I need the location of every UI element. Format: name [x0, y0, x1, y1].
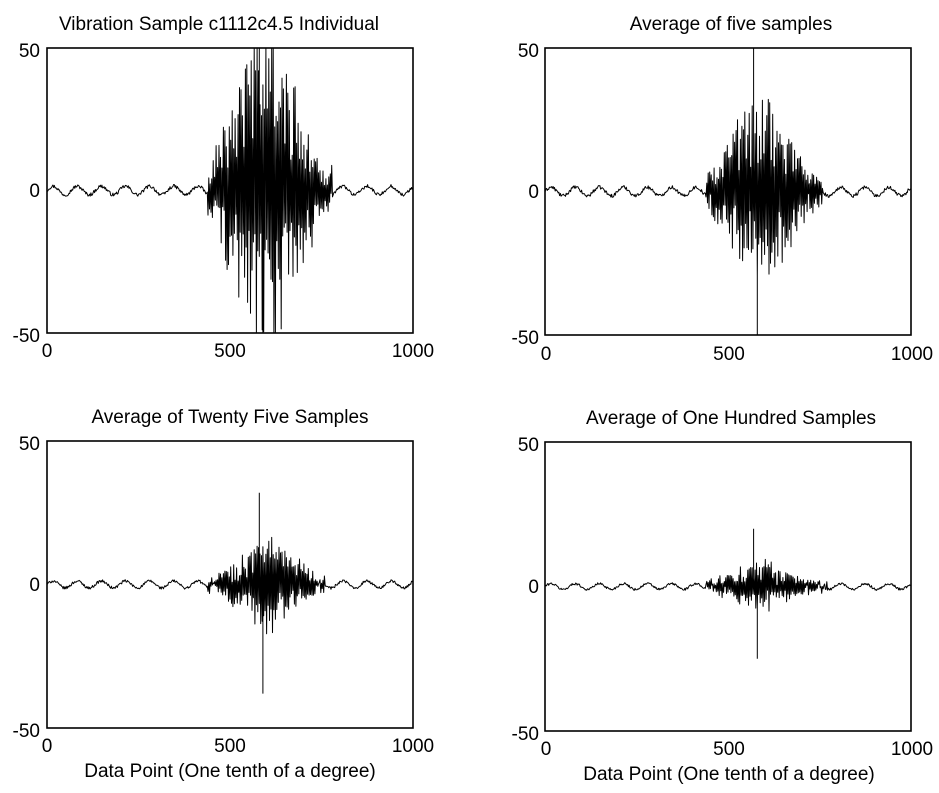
- y-tick-label: 0: [29, 575, 40, 596]
- panel-title: Average of One Hundred Samples: [586, 408, 876, 429]
- x-tick-label: 1000: [392, 341, 434, 362]
- signal-trace: [544, 528, 912, 659]
- x-axis-label: Data Point (One tenth of a degree): [583, 764, 875, 785]
- y-tick-label: -50: [512, 724, 539, 745]
- panel-title: Average of Twenty Five Samples: [91, 407, 368, 428]
- plot-frame: [46, 47, 414, 334]
- x-tick-label: 0: [42, 736, 53, 757]
- x-tick-label: 500: [214, 341, 246, 362]
- x-tick-label: 1000: [891, 344, 933, 365]
- y-tick-label: 50: [518, 41, 539, 62]
- y-tick-label: 50: [19, 434, 40, 455]
- x-tick-label: 500: [214, 736, 246, 757]
- panel-average-one-hundred: Average of One Hundred Samples 50 0 -50 …: [512, 408, 934, 785]
- y-tick-label: 50: [518, 435, 539, 456]
- signal-trace: [46, 492, 414, 694]
- x-tick-label: 500: [713, 344, 745, 365]
- panel-title: Vibration Sample c1112c4.5 Individual: [59, 14, 379, 35]
- y-tick-label: -50: [13, 721, 40, 742]
- x-axis-label: Data Point (One tenth of a degree): [84, 761, 376, 782]
- signal-trace: [46, 47, 414, 334]
- y-tick-label: 0: [528, 577, 539, 598]
- panel-individual: Vibration Sample c1112c4.5 Individual 50…: [13, 14, 435, 362]
- panel-title: Average of five samples: [630, 14, 832, 35]
- y-tick-label: 0: [29, 181, 40, 202]
- y-tick-label: -50: [13, 326, 40, 347]
- panel-average-five: Average of five samples 50 0 -50 0 500 1…: [512, 14, 934, 365]
- x-tick-label: 0: [541, 344, 552, 365]
- x-tick-label: 1000: [392, 736, 434, 757]
- panel-average-twenty-five: Average of Twenty Five Samples 50 0 -50 …: [13, 407, 435, 782]
- signal-trace: [544, 48, 912, 335]
- x-tick-label: 0: [541, 739, 552, 760]
- y-tick-label: -50: [512, 328, 539, 349]
- y-tick-label: 0: [528, 182, 539, 203]
- x-tick-label: 0: [42, 341, 53, 362]
- x-tick-label: 1000: [891, 739, 933, 760]
- x-tick-label: 500: [713, 739, 745, 760]
- y-tick-label: 50: [19, 41, 40, 62]
